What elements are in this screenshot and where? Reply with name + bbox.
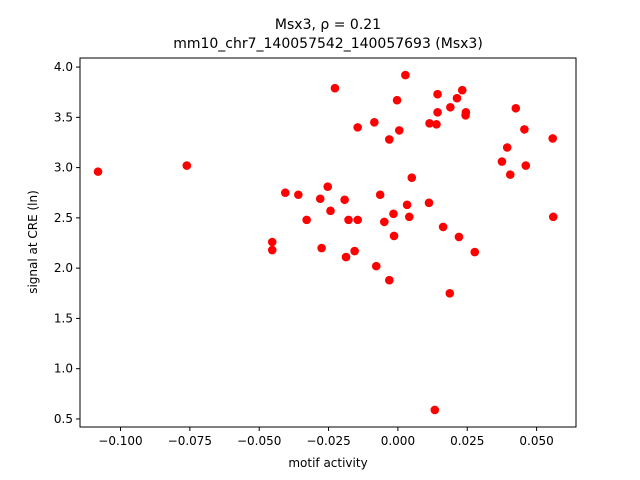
x-axis-ticks: −0.100 −0.075 −0.050 −0.025 0.000 0.025 0.050 xyxy=(98,427,554,448)
x-tick-label: −0.100 xyxy=(98,434,142,448)
data-point-49 xyxy=(505,170,515,179)
data-point-31 xyxy=(407,173,417,182)
data-point-37 xyxy=(433,107,442,117)
y-axis-ticks: 0.5 1.0 1.5 2.0 2.5 3.0 3.5 4.0 xyxy=(54,60,80,426)
data-point-9 xyxy=(323,182,333,191)
y-tick-label: 4.0 xyxy=(54,60,73,74)
data-point-43 xyxy=(457,85,467,95)
chart-title-line2: mm10_chr7_140057542_140057693 (Msx3) xyxy=(173,36,483,52)
data-point-25 xyxy=(389,231,399,241)
x-axis-label: motif activity xyxy=(288,456,367,470)
data-point-20 xyxy=(375,190,385,200)
x-tick-label: 0.025 xyxy=(450,434,484,448)
data-point-26 xyxy=(392,95,402,105)
data-point-8 xyxy=(317,243,326,253)
points-layer xyxy=(93,70,558,415)
data-point-15 xyxy=(350,246,359,256)
data-point-24 xyxy=(389,209,398,219)
data-point-14 xyxy=(344,215,353,225)
data-point-2 xyxy=(267,237,277,247)
data-point-22 xyxy=(385,135,394,144)
data-point-38 xyxy=(438,222,448,232)
data-point-19 xyxy=(371,261,381,271)
data-point-51 xyxy=(520,125,529,134)
data-point-40 xyxy=(445,288,455,298)
data-point-36 xyxy=(433,89,442,99)
y-tick-label: 1.5 xyxy=(54,311,73,325)
data-point-4 xyxy=(280,188,290,198)
data-point-12 xyxy=(340,195,349,205)
y-tick-label: 3.0 xyxy=(54,161,73,175)
data-point-10 xyxy=(326,206,335,216)
data-point-52 xyxy=(521,161,531,170)
data-point-7 xyxy=(315,194,325,204)
data-point-33 xyxy=(425,119,434,128)
data-point-6 xyxy=(302,215,311,225)
chart-title-line1: Msx3, ρ = 0.21 xyxy=(275,17,381,33)
x-tick-label: −0.025 xyxy=(306,434,350,448)
x-tick-label: 0.050 xyxy=(519,434,553,448)
data-point-27 xyxy=(394,126,404,135)
data-point-34 xyxy=(430,405,440,415)
data-point-28 xyxy=(401,70,410,80)
data-point-41 xyxy=(452,93,462,103)
data-point-46 xyxy=(470,247,480,257)
y-tick-label: 1.0 xyxy=(54,362,73,376)
data-point-3 xyxy=(267,245,277,255)
y-tick-label: 2.0 xyxy=(54,261,73,275)
data-point-1 xyxy=(182,161,192,170)
y-tick-label: 3.5 xyxy=(54,110,73,124)
data-point-18 xyxy=(370,118,379,127)
x-tick-label: −0.075 xyxy=(168,434,212,448)
y-axis-label: signal at CRE (ln) xyxy=(26,190,40,294)
x-tick-label: 0.000 xyxy=(381,434,415,448)
data-point-54 xyxy=(548,212,558,222)
data-point-13 xyxy=(341,252,351,262)
data-point-5 xyxy=(294,190,303,200)
data-point-50 xyxy=(511,103,521,113)
data-point-0 xyxy=(93,167,103,176)
data-point-11 xyxy=(330,83,340,93)
data-point-53 xyxy=(548,134,557,143)
x-tick-label: −0.050 xyxy=(237,434,281,448)
data-point-35 xyxy=(432,120,441,129)
data-point-39 xyxy=(446,102,455,112)
y-tick-label: 0.5 xyxy=(54,412,73,426)
data-point-47 xyxy=(497,157,507,166)
data-point-48 xyxy=(502,143,512,152)
y-tick-label: 2.5 xyxy=(54,211,73,225)
data-point-45 xyxy=(461,107,471,117)
data-point-23 xyxy=(385,275,394,285)
data-point-29 xyxy=(402,200,412,210)
axes-frame xyxy=(79,57,577,428)
data-point-32 xyxy=(424,198,434,208)
data-point-21 xyxy=(380,217,389,227)
data-point-17 xyxy=(353,123,362,132)
data-point-30 xyxy=(404,212,414,222)
data-point-16 xyxy=(353,215,362,225)
data-point-42 xyxy=(454,232,464,242)
